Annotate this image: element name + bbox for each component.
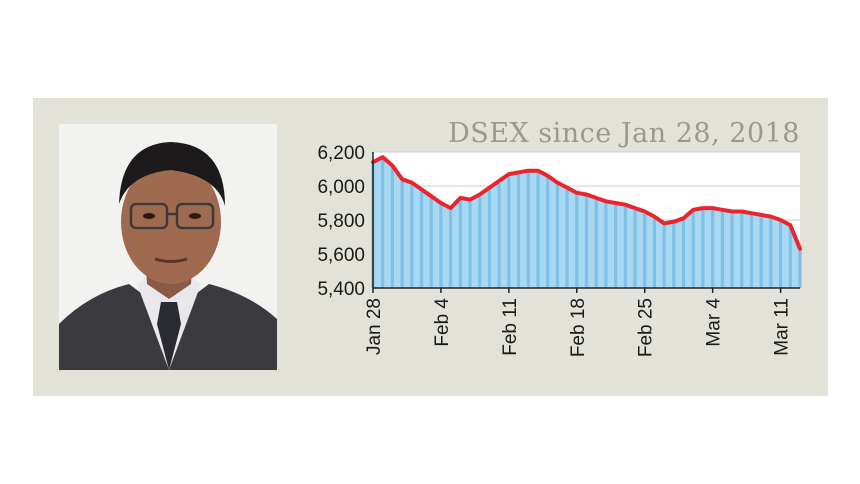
series-line	[371, 155, 802, 251]
x-tick-label: Mar 4	[704, 298, 725, 347]
x-tick-label: Jan 28	[364, 298, 385, 355]
y-tick-label: 5,800	[317, 211, 365, 232]
x-tick-label: Feb 18	[568, 298, 589, 357]
y-tick-label: 5,400	[317, 279, 365, 300]
chart-panel: DSEX since Jan 28, 2018 6,200 6,000 5,800 5…	[33, 98, 828, 396]
x-tick-label: Feb 11	[500, 298, 521, 356]
y-tick-label: 6,200	[317, 143, 365, 164]
chart-title: DSEX since Jan 28, 2018	[448, 118, 800, 149]
y-tick-label: 5,600	[317, 245, 365, 266]
x-tick-label: Feb 4	[432, 298, 453, 347]
portrait-photo	[59, 124, 277, 370]
y-tick-label: 6,000	[317, 177, 365, 198]
x-tick-label: Mar 11	[772, 298, 793, 356]
x-tick-label: Feb 25	[636, 298, 657, 357]
